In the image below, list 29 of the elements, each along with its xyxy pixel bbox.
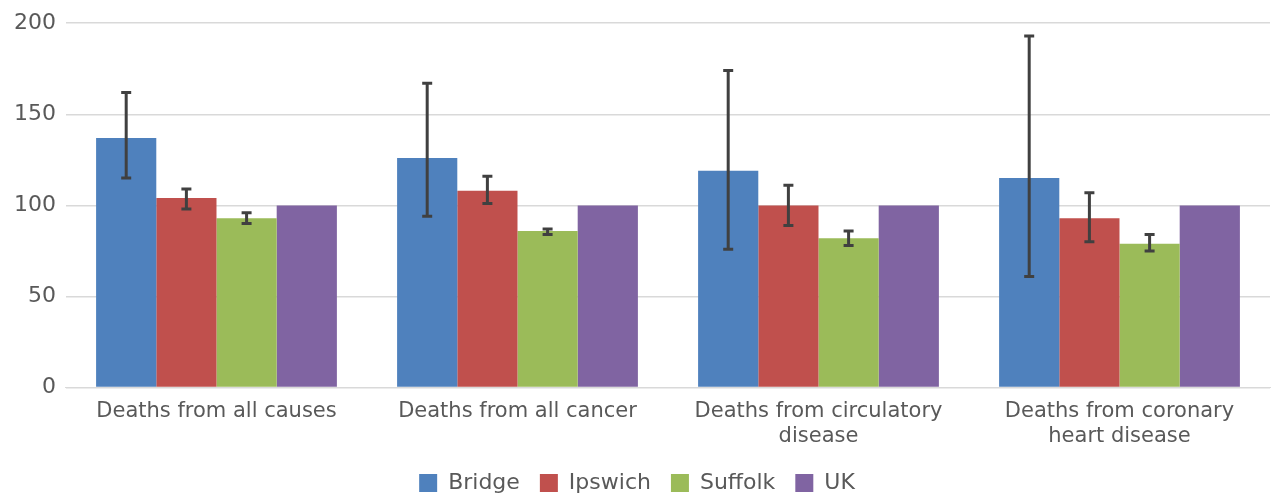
bar <box>698 170 759 387</box>
x-tick-label: Deaths from coronary heart disease <box>1004 397 1235 447</box>
x-tick-label: Deaths from circulatory disease <box>694 397 943 447</box>
bar <box>517 230 578 387</box>
y-tick-label: 50 <box>27 282 56 308</box>
bar <box>1059 218 1120 387</box>
x-tick-label: Deaths from all causes <box>96 397 337 422</box>
x-tick-label: Deaths from all cancer <box>398 397 638 422</box>
bar <box>156 198 217 387</box>
legend-label: Ipswich <box>568 468 651 494</box>
bar <box>276 205 337 387</box>
bar <box>818 238 879 387</box>
bar <box>758 205 819 387</box>
legend-label: Bridge <box>448 468 520 494</box>
bar <box>216 218 277 387</box>
y-tick-label: 0 <box>41 373 56 399</box>
bar <box>577 205 638 387</box>
bar <box>1119 243 1180 387</box>
legend-label: UK <box>824 468 856 494</box>
y-tick-label: 100 <box>13 191 56 217</box>
bar <box>96 137 157 387</box>
bar <box>878 205 939 387</box>
legend-label: Suffolk <box>699 468 776 494</box>
bar <box>999 178 1060 387</box>
y-tick-label: 150 <box>13 100 56 126</box>
bar <box>457 190 518 387</box>
bar <box>397 158 458 387</box>
y-tick-label: 200 <box>13 8 56 34</box>
bar <box>1179 205 1240 387</box>
